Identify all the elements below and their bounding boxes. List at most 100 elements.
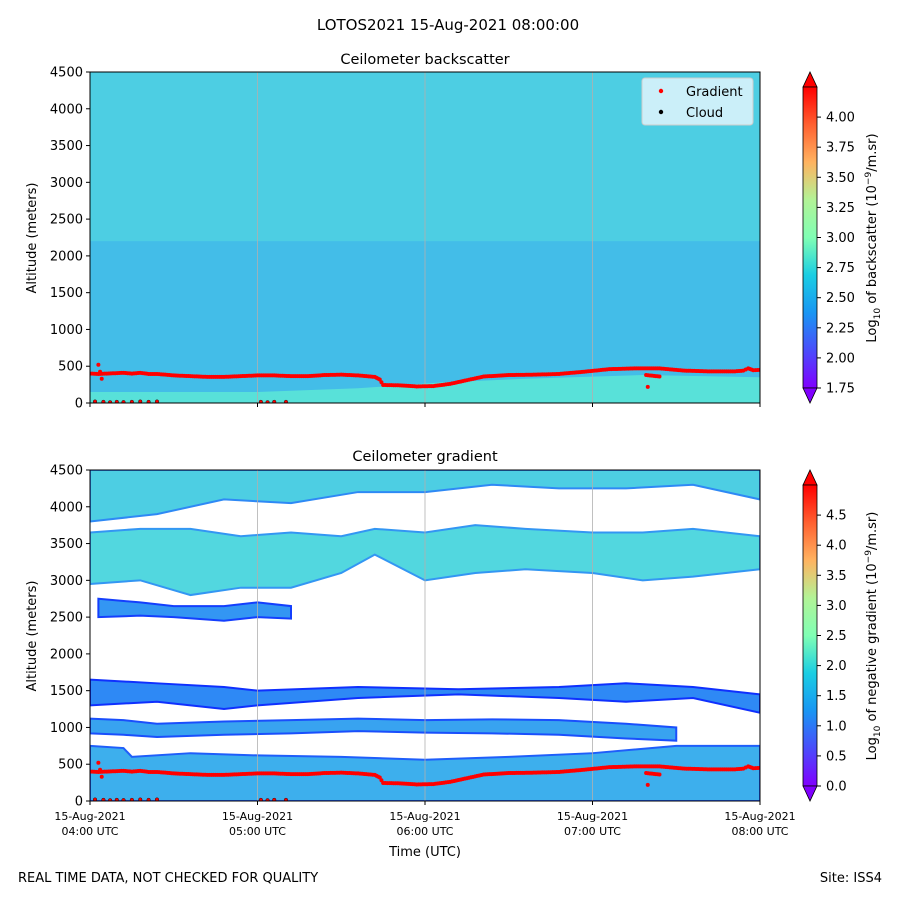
cloud-point bbox=[155, 399, 159, 403]
figure-suptitle: LOTOS2021 15-Aug-2021 08:00:00 bbox=[317, 16, 579, 34]
cloud-point bbox=[108, 798, 113, 801]
gradient-point bbox=[98, 369, 103, 374]
gradient-y-axis: 0 500 1000 1500 2000 2500 3000 3500 4000 4500 bbox=[50, 464, 90, 810]
footer-site: Site: ISS4 bbox=[820, 871, 882, 886]
bot-cbtick-label: 4.5 bbox=[826, 509, 847, 524]
bot-cbtick-label: 1.0 bbox=[826, 719, 847, 734]
backscatter-ylabel: Altitude (meters) bbox=[25, 183, 40, 294]
gradient-xlabel: Time (UTC) bbox=[388, 845, 461, 860]
backscatter-title: Ceilometer backscatter bbox=[340, 52, 509, 68]
bot-ytick-label: 2000 bbox=[50, 647, 83, 662]
cloud-point bbox=[138, 797, 143, 801]
cloud-point bbox=[121, 400, 126, 403]
bot-xtick-date: 15-Aug-2021 bbox=[54, 810, 125, 823]
top-cbtick-label: 1.75 bbox=[826, 382, 855, 397]
gradient-x-axis: 15-Aug-2021 04:00 UTC 15-Aug-2021 05:00 UTC… bbox=[54, 801, 796, 838]
cloud-point bbox=[146, 399, 151, 403]
cloud-point bbox=[265, 798, 270, 801]
gradient-point bbox=[98, 767, 103, 772]
cloud-point bbox=[146, 797, 151, 801]
top-cbtick-label: 3.00 bbox=[826, 231, 855, 246]
top-cbtick-label: 2.50 bbox=[826, 291, 855, 306]
bot-xtick-time: 05:00 UTC bbox=[229, 825, 286, 838]
bot-xtick-date: 15-Aug-2021 bbox=[724, 810, 795, 823]
backscatter-colorbar-max-extend bbox=[802, 71, 818, 88]
top-cbtick-label: 2.00 bbox=[826, 351, 855, 366]
top-cbtick-label: 4.00 bbox=[826, 111, 855, 126]
bot-ytick-label: 1000 bbox=[50, 721, 83, 736]
cloud-point bbox=[93, 797, 98, 801]
bot-ytick-label: 3000 bbox=[50, 574, 83, 589]
gradient-panel: Ceilometer gradient 0 500 1000 1500 2000 2500… bbox=[25, 449, 883, 860]
gradient-point bbox=[645, 384, 650, 389]
bot-xtick-date: 15-Aug-2021 bbox=[389, 810, 460, 823]
cloud-point bbox=[114, 797, 119, 801]
top-ytick-label: 500 bbox=[58, 360, 83, 375]
gradient-ylabel: Altitude (meters) bbox=[25, 581, 40, 692]
top-cbtick-label: 3.25 bbox=[826, 201, 855, 216]
bot-xtick-time: 08:00 UTC bbox=[731, 825, 788, 838]
bot-cbtick-label: 0.0 bbox=[826, 780, 847, 795]
top-ytick-label: 4500 bbox=[50, 66, 83, 81]
cloud-point bbox=[272, 399, 277, 403]
top-ytick-label: 2000 bbox=[50, 249, 83, 264]
gradient-point bbox=[657, 374, 662, 379]
backscatter-markers bbox=[90, 362, 760, 403]
gradient-colorbar-min-extend bbox=[802, 785, 818, 802]
gradient-point bbox=[645, 782, 650, 787]
gradient-point bbox=[96, 760, 101, 765]
bot-ytick-label: 4000 bbox=[50, 500, 83, 515]
bot-cbtick-label: 3.5 bbox=[826, 569, 847, 584]
backscatter-colorbar-min-extend bbox=[802, 387, 818, 404]
cloud-point bbox=[93, 399, 98, 403]
top-ytick-label: 1500 bbox=[50, 286, 83, 301]
cloud-point bbox=[121, 798, 126, 801]
cloud-point bbox=[114, 399, 119, 403]
gradient-colorbar-max-extend bbox=[802, 469, 818, 486]
bot-xtick-time: 06:00 UTC bbox=[396, 825, 453, 838]
gradient-band-lower-layer bbox=[90, 717, 678, 742]
backscatter-x-ticks bbox=[89, 403, 761, 407]
gradient-markers bbox=[90, 760, 760, 801]
cloud-point bbox=[138, 399, 143, 403]
top-ytick-label: 4000 bbox=[50, 102, 83, 117]
gradient-point bbox=[99, 376, 104, 381]
bot-ytick-label: 2500 bbox=[50, 611, 83, 626]
backscatter-colorbar-label: Log10 of backscatter (10−9/m.sr) bbox=[864, 133, 883, 342]
legend: Gradient Cloud bbox=[641, 77, 754, 126]
bot-ytick-label: 4500 bbox=[50, 464, 83, 479]
gradient-point bbox=[657, 772, 662, 777]
backscatter-colorbar: 1.75 2.00 2.25 2.50 2.75 3.00 3.25 3.50 3.75 4.00… bbox=[802, 71, 883, 404]
gradient-point bbox=[99, 774, 104, 779]
legend-box bbox=[641, 77, 754, 126]
gradient-point bbox=[96, 362, 101, 367]
bot-cbtick-label: 3.0 bbox=[826, 599, 847, 614]
gradient-band-layer-2600 bbox=[97, 597, 292, 622]
top-cbtick-label: 2.25 bbox=[826, 321, 855, 336]
bot-ytick-label: 500 bbox=[58, 758, 83, 773]
bot-xtick-time: 04:00 UTC bbox=[61, 825, 118, 838]
backscatter-panel: Ceilometer backscatter 0 500 1000 1500 2000 2… bbox=[25, 52, 883, 412]
cloud-point bbox=[108, 400, 113, 403]
top-ytick-label: 0 bbox=[75, 397, 83, 412]
legend-gradient-label: Gradient bbox=[686, 85, 743, 100]
bot-ytick-label: 3500 bbox=[50, 537, 83, 552]
cloud-point bbox=[129, 797, 134, 801]
cloud-point bbox=[101, 797, 106, 801]
top-ytick-label: 3500 bbox=[50, 139, 83, 154]
bot-ytick-label: 1500 bbox=[50, 684, 83, 699]
legend-gradient-marker bbox=[658, 88, 664, 94]
bot-ytick-label: 0 bbox=[75, 795, 83, 810]
top-cbtick-label: 3.75 bbox=[826, 141, 855, 156]
legend-cloud-marker bbox=[658, 109, 664, 115]
gradient-grid bbox=[257, 470, 593, 801]
gradient-title: Ceilometer gradient bbox=[352, 449, 498, 465]
cloud-point bbox=[258, 399, 263, 403]
gradient-colorbar-gradient bbox=[802, 484, 818, 787]
top-cbtick-label: 3.50 bbox=[826, 171, 855, 186]
backscatter-colorbar-ticks: 1.75 2.00 2.25 2.50 2.75 3.00 3.25 3.50 3.75 4.00 bbox=[817, 111, 855, 397]
bot-cbtick-label: 2.5 bbox=[826, 629, 847, 644]
cloud-point bbox=[265, 400, 270, 403]
gradient-colorbar: 0.0 0.5 1.0 1.5 2.0 2.5 3.0 3.5 4.0 4.5 Log10 of … bbox=[802, 469, 883, 802]
